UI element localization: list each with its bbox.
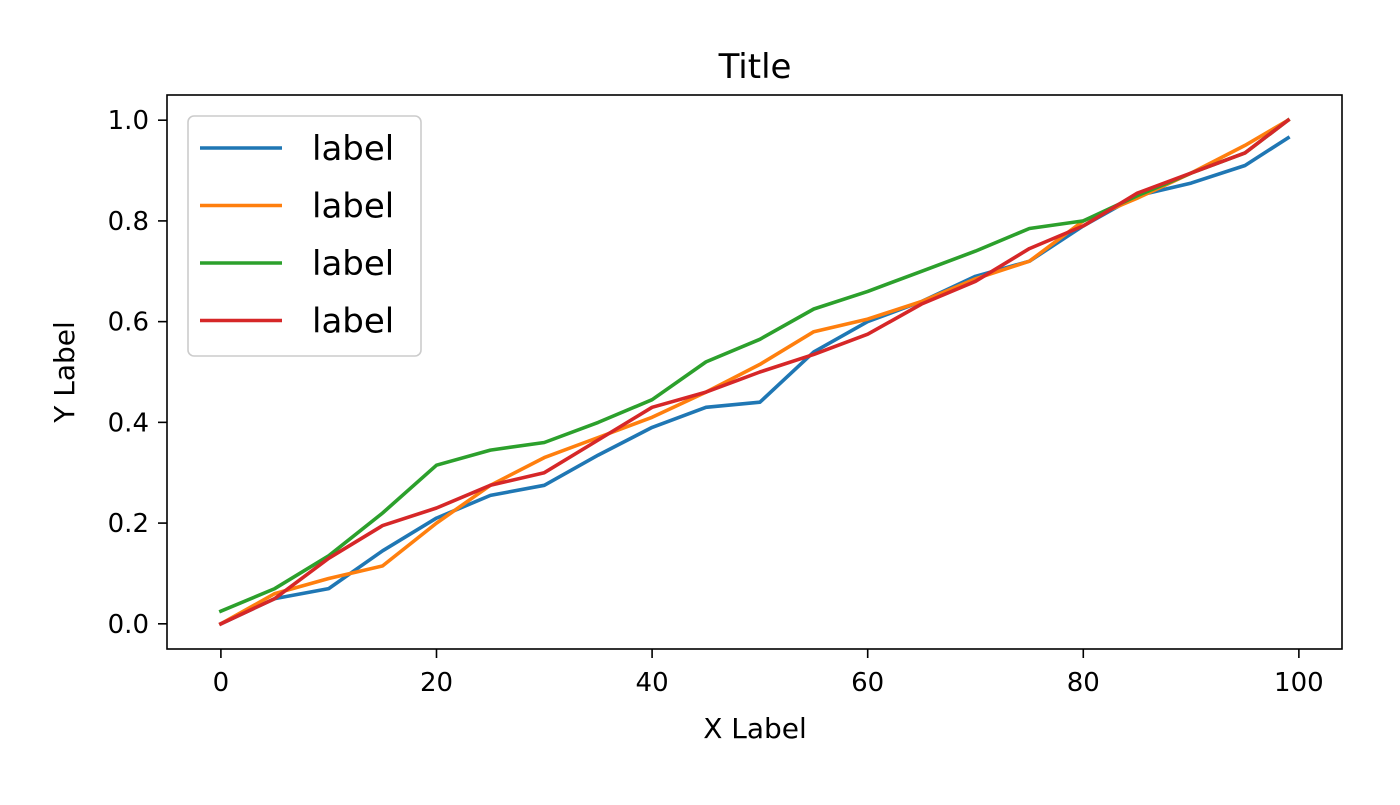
legend-box	[187, 115, 422, 357]
x-axis-label: X Label	[703, 712, 807, 745]
chart-title: Title	[718, 47, 792, 87]
y-axis-ticks: 0.0 0.2 0.4 0.6 0.8 1.0	[108, 106, 167, 640]
series-lines	[218, 117, 1291, 627]
legend: label label label label	[187, 115, 422, 357]
y-tick-label: 0.8	[108, 207, 149, 237]
legend-label-4: label	[312, 302, 394, 342]
legend-label-2: label	[312, 187, 394, 227]
x-tick-label: 80	[1067, 668, 1100, 698]
x-tick-label: 60	[851, 668, 884, 698]
y-tick-label: 0.0	[108, 610, 149, 640]
y-axis-label: Y Label	[48, 321, 81, 424]
y-tick-label: 0.2	[108, 509, 149, 539]
x-tick-label: 0	[213, 668, 230, 698]
plot-area-frame	[166, 94, 1343, 650]
x-axis-ticks: 0 20 40 60 80 100	[213, 649, 1324, 698]
legend-label-3: label	[312, 244, 394, 284]
x-tick-label: 20	[420, 668, 453, 698]
y-tick-label: 0.6	[108, 308, 149, 338]
x-tick-label: 100	[1274, 668, 1324, 698]
series-line-4	[218, 117, 1291, 627]
x-tick-label: 40	[636, 668, 669, 698]
y-tick-label: 1.0	[108, 106, 149, 136]
y-tick-label: 0.4	[108, 408, 149, 438]
legend-label-1: label	[312, 129, 394, 169]
